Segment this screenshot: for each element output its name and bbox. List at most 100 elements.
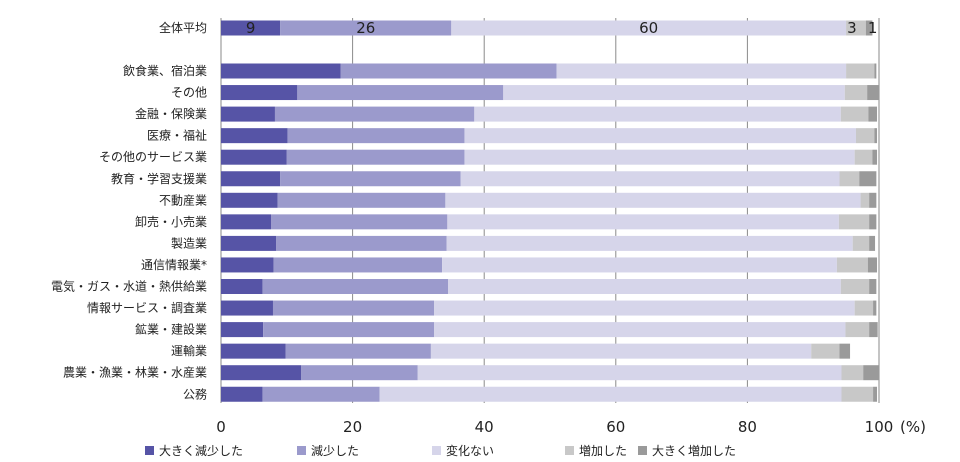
bar-1-3 <box>846 63 875 79</box>
legend-label-0: 大きく減少した <box>159 443 243 458</box>
bar-1-4 <box>874 63 877 79</box>
bar-4-4 <box>874 128 878 144</box>
bar-4-1 <box>287 128 465 144</box>
category-label-3: 金融・保険業 <box>135 106 207 121</box>
data-labels: 9 26 60 3 1 <box>246 19 878 37</box>
grid-layer <box>220 18 880 403</box>
x-tick-label-20: 20 <box>343 418 362 436</box>
bar-3-1 <box>274 106 475 122</box>
bar-13-4 <box>869 322 878 338</box>
bar-16-1 <box>262 386 380 402</box>
category-label-12: 情報サービス・調査業 <box>87 301 207 315</box>
bar-8-2 <box>447 214 839 230</box>
bar-16-3 <box>841 386 874 402</box>
data-label-0-2: 60 <box>639 19 658 37</box>
bar-0-3 <box>846 20 866 36</box>
bar-14-3 <box>811 343 840 359</box>
bar-9-3 <box>852 235 870 251</box>
bar-0-2 <box>451 20 847 36</box>
bar-2-2 <box>503 85 845 101</box>
bar-4-2 <box>464 128 856 144</box>
bar-8-4 <box>869 214 877 230</box>
category-label-7: 不動産業 <box>159 192 207 207</box>
bar-6-3 <box>839 171 860 187</box>
category-label-13: 鉱業・建設業 <box>135 322 207 337</box>
bar-7-4 <box>869 192 877 208</box>
bar-4-0 <box>221 128 288 144</box>
bar-0-1 <box>280 20 452 36</box>
legend-swatch-3 <box>565 446 574 455</box>
category-label-15: 農業・漁業・林業・水産業 <box>63 365 207 380</box>
category-label-0: 全体平均 <box>159 20 207 35</box>
data-label-0-1: 26 <box>356 19 375 37</box>
legend-label-1: 減少した <box>311 443 359 458</box>
bar-2-3 <box>844 85 868 101</box>
x-tick-label-0: 0 <box>216 418 226 436</box>
bar-4-3 <box>855 128 875 144</box>
bar-8-1 <box>271 214 448 230</box>
legend-label-2: 変化ない <box>446 443 494 458</box>
bar-9-1 <box>276 235 447 251</box>
legend-swatch-0 <box>145 446 154 455</box>
bar-1-1 <box>340 63 557 79</box>
bar-14-0 <box>221 343 286 359</box>
x-tick-label-80: 80 <box>738 418 757 436</box>
bar-16-0 <box>221 386 263 402</box>
bar-6-4 <box>859 171 877 187</box>
bar-8-3 <box>838 214 870 230</box>
bar-5-2 <box>464 149 855 165</box>
bar-15-3 <box>841 365 864 381</box>
category-label-1: 飲食業、宿泊業 <box>123 63 207 78</box>
bar-10-1 <box>273 257 443 273</box>
bar-10-3 <box>836 257 868 273</box>
bar-13-3 <box>845 322 870 338</box>
bar-7-3 <box>860 192 870 208</box>
bar-8-0 <box>221 214 272 230</box>
bar-10-2 <box>442 257 837 273</box>
bar-10-4 <box>867 257 878 273</box>
bar-9-2 <box>446 235 853 251</box>
bar-7-2 <box>445 192 861 208</box>
bar-2-1 <box>297 85 504 101</box>
bar-7-1 <box>277 192 446 208</box>
bar-11-3 <box>840 279 870 294</box>
bar-6-0 <box>221 171 281 187</box>
bar-14-4 <box>839 343 851 359</box>
data-label-0-3: 3 <box>847 19 857 37</box>
bar-3-4 <box>868 106 878 122</box>
bar-9-4 <box>869 235 876 251</box>
category-label-10: 通信情報業* <box>141 258 207 272</box>
bar-16-4 <box>873 386 878 402</box>
bar-12-3 <box>854 300 874 316</box>
bar-14-1 <box>285 343 431 359</box>
category-label-11: 電気・ガス・水道・熱供給業 <box>51 279 207 294</box>
legend-swatch-2 <box>432 446 441 455</box>
data-label-0-4: 1 <box>868 19 878 37</box>
x-tick-label-100: 100 <box>865 418 894 436</box>
bar-15-0 <box>221 365 302 381</box>
bar-13-2 <box>434 322 846 338</box>
legend-swatch-4 <box>638 446 647 455</box>
bar-5-1 <box>286 149 465 165</box>
bar-11-0 <box>221 279 263 294</box>
bar-15-1 <box>301 365 418 381</box>
bar-2-4 <box>867 85 879 101</box>
legend-swatch-1 <box>297 446 306 455</box>
category-label-14: 運輸業 <box>171 343 207 358</box>
bar-7-0 <box>221 192 278 208</box>
bar-9-0 <box>221 235 277 251</box>
category-label-8: 卸売・小売業 <box>135 214 207 229</box>
bar-6-2 <box>460 171 840 187</box>
bar-11-4 <box>869 279 877 294</box>
bar-3-3 <box>840 106 869 122</box>
bar-12-0 <box>221 300 273 316</box>
bar-5-4 <box>872 149 878 165</box>
x-tick-labels: 0 20 40 60 80 100 (%) <box>216 418 926 436</box>
category-labels: 全体平均飲食業、宿泊業その他金融・保険業医療・福祉その他のサービス業教育・学習支… <box>51 20 207 401</box>
x-tick-label-40: 40 <box>475 418 494 436</box>
bar-13-0 <box>221 322 264 338</box>
legend: 大きく減少した 減少した 変化ない 増加した 大きく増加した <box>145 443 736 458</box>
bar-11-1 <box>262 279 449 294</box>
